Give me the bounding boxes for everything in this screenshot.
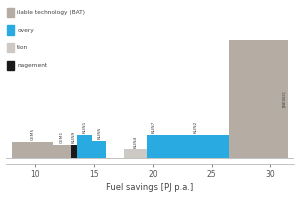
Text: KLIN1: KLIN1 [83,120,87,133]
Bar [229,40,288,158]
Bar [92,141,106,158]
Bar [7,8,14,17]
Bar [161,135,229,158]
Bar [77,135,92,158]
Text: overy: overy [17,28,34,33]
Text: tion: tion [17,45,28,50]
Text: KLIN9: KLIN9 [72,131,76,143]
Bar [7,61,14,70]
Text: KLIN5: KLIN5 [97,127,101,139]
X-axis label: Fuel savings [PJ p.a.]: Fuel savings [PJ p.a.] [106,183,194,192]
Bar [147,135,161,158]
Text: nagement: nagement [17,63,47,68]
Text: [NEW2]: [NEW2] [282,90,286,107]
Bar [7,25,14,35]
Bar [12,142,53,158]
Text: CEM5: CEM5 [30,128,34,140]
Text: KLIN2: KLIN2 [193,120,197,133]
Text: KLIN7: KLIN7 [152,120,156,133]
Bar [124,149,147,158]
Text: KLIN4: KLIN4 [133,135,137,148]
Text: ilable technology (BAT): ilable technology (BAT) [17,10,85,15]
Text: CEM1: CEM1 [60,131,64,143]
Bar [53,145,71,158]
Bar [7,43,14,52]
Bar [71,145,77,158]
